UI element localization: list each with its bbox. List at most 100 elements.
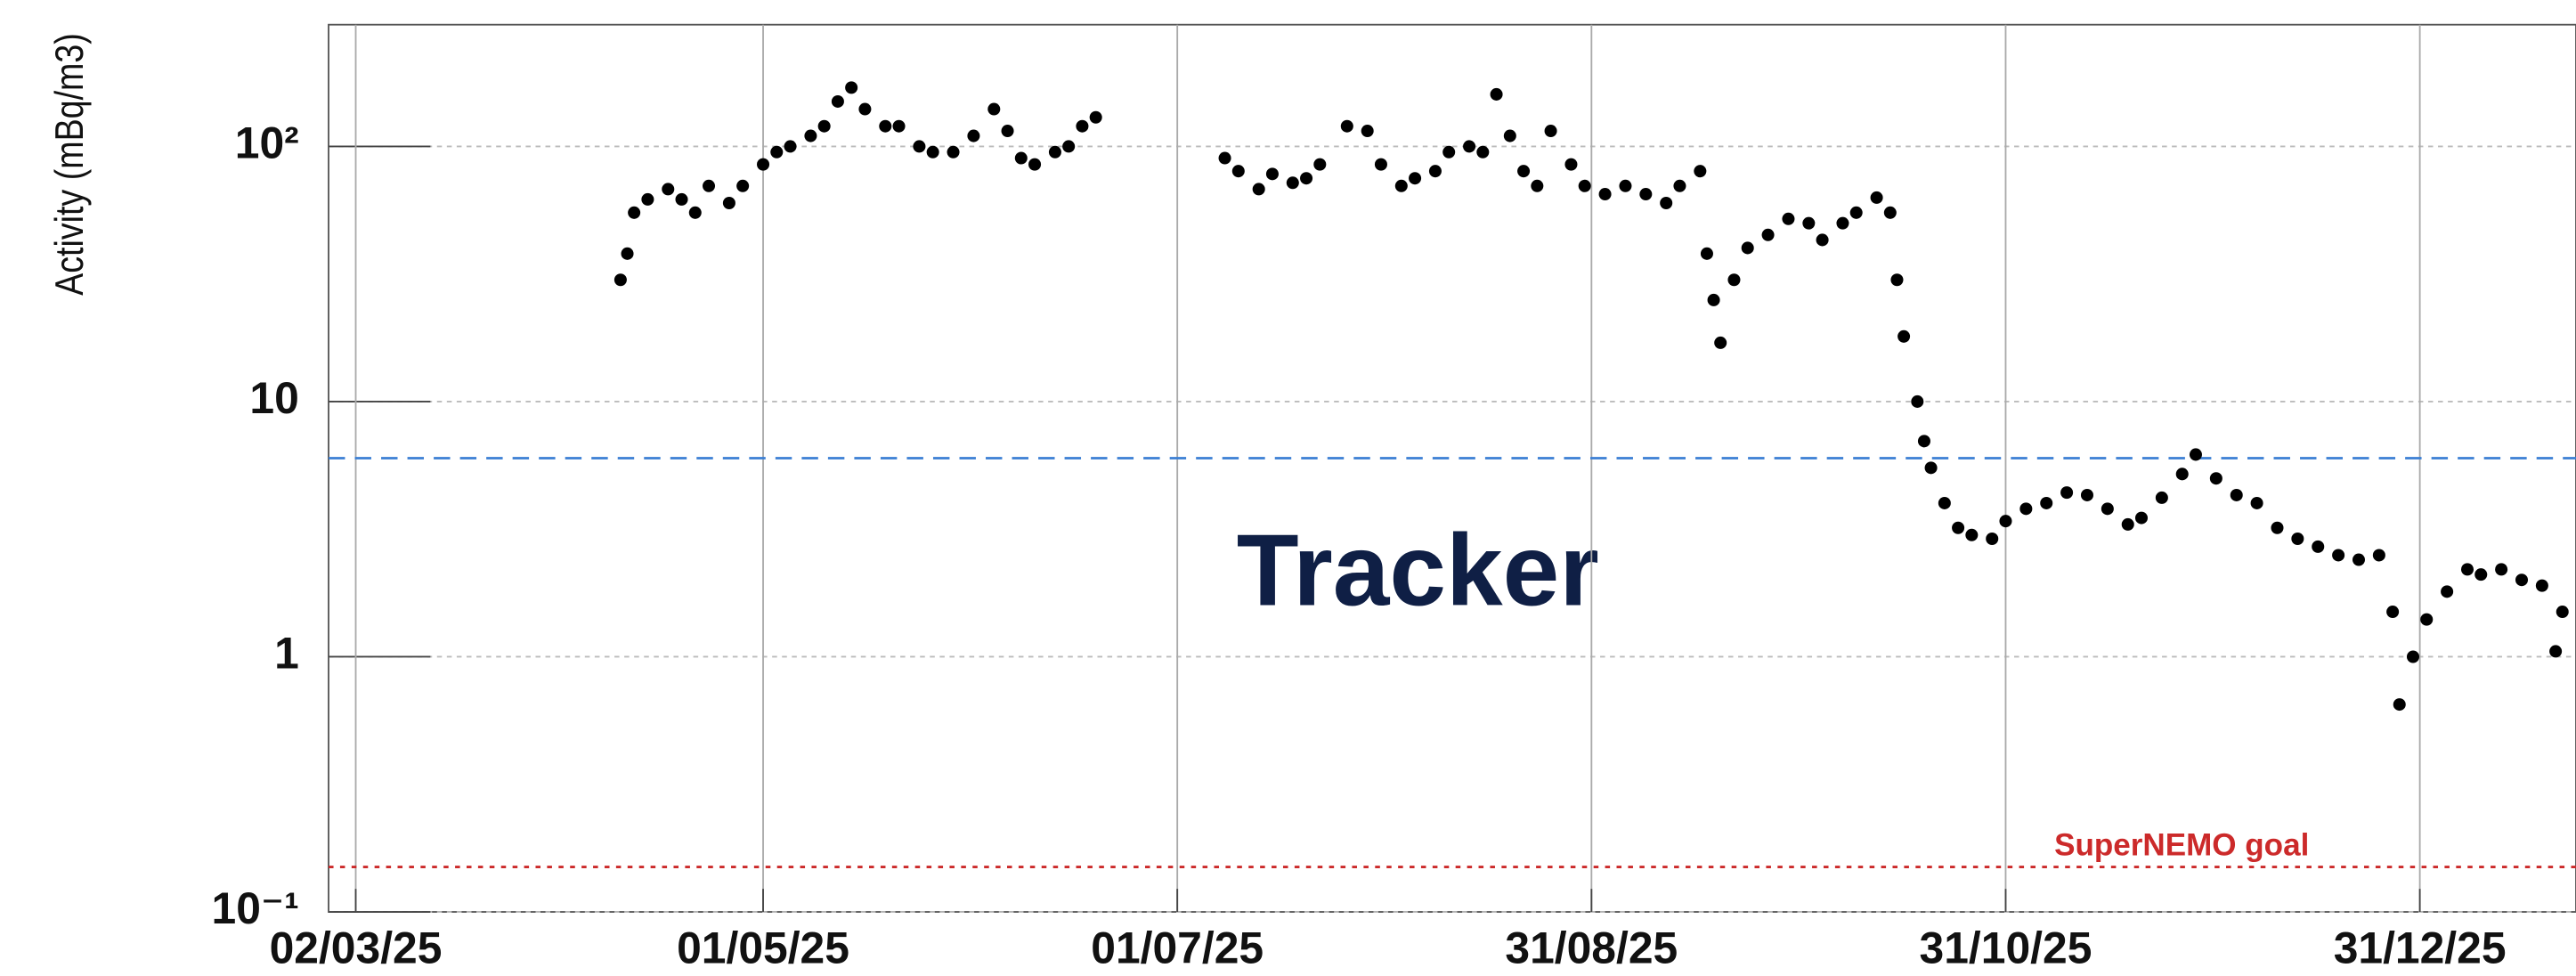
- data-point: [1374, 158, 1387, 171]
- data-point: [1883, 206, 1897, 219]
- x-tick-label: 31/10/25: [1920, 923, 2092, 972]
- y-tick-label: 10⁻¹: [212, 883, 299, 933]
- data-point: [2312, 540, 2325, 553]
- data-point: [621, 247, 634, 260]
- data-point: [1707, 293, 1720, 306]
- data-point: [845, 81, 858, 94]
- data-point: [817, 119, 831, 133]
- data-point: [1286, 176, 1299, 190]
- data-point: [614, 273, 627, 287]
- data-point: [1300, 172, 1313, 185]
- data-point: [1924, 461, 1938, 475]
- data-point: [2549, 645, 2563, 658]
- data-point: [1048, 145, 1061, 159]
- data-point: [879, 119, 892, 133]
- data-point: [2175, 468, 2189, 481]
- data-point: [1986, 532, 1999, 546]
- data-point: [2441, 585, 2454, 598]
- data-point: [1952, 521, 1965, 534]
- data-point: [2271, 521, 2284, 534]
- x-tick-label: 01/07/25: [1091, 923, 1264, 972]
- data-point: [1700, 247, 1713, 260]
- data-point: [2291, 532, 2304, 546]
- data-point: [1897, 329, 1911, 343]
- data-point: [2134, 511, 2148, 525]
- data-point: [1782, 212, 1795, 225]
- y-tick-label: 1: [274, 629, 299, 679]
- data-point: [1639, 188, 1653, 201]
- plot-frame: [328, 23, 2576, 913]
- data-point: [1014, 151, 1028, 165]
- data-point: [1911, 394, 1924, 408]
- data-point: [703, 179, 716, 192]
- data-point: [831, 94, 844, 108]
- data-point: [1531, 179, 1544, 192]
- y-tick-label: 10: [249, 373, 298, 423]
- data-point: [913, 140, 926, 153]
- data-point: [2515, 573, 2529, 587]
- data-point: [1802, 216, 1816, 230]
- data-point: [1428, 165, 1442, 178]
- data-point: [662, 183, 675, 196]
- x-tick-label: 01/05/25: [677, 923, 849, 972]
- data-point: [1442, 145, 1456, 159]
- data-point: [2372, 549, 2385, 562]
- data-point: [1313, 158, 1327, 171]
- data-point: [1598, 188, 1612, 201]
- data-point: [770, 145, 784, 159]
- data-point: [1476, 145, 1490, 159]
- data-point: [2420, 613, 2434, 626]
- annotation: Tracker: [1237, 514, 1599, 628]
- data-point: [1727, 273, 1741, 287]
- data-point: [1252, 183, 1265, 196]
- data-point: [784, 140, 797, 153]
- data-point: [2460, 563, 2474, 576]
- data-point: [2474, 568, 2488, 582]
- data-point: [1870, 191, 1883, 204]
- data-point: [987, 102, 1001, 116]
- data-point: [1917, 435, 1930, 448]
- data-point: [1564, 158, 1578, 171]
- data-point: [1062, 140, 1076, 153]
- data-point: [1714, 336, 1727, 349]
- data-point: [1503, 129, 1516, 142]
- data-point: [1089, 110, 1102, 124]
- data-point: [2080, 488, 2093, 501]
- data-point: [1361, 125, 1374, 138]
- data-point: [1218, 151, 1231, 165]
- data-point: [757, 158, 770, 171]
- y-axis-label: Activity (mBq/m3): [47, 33, 92, 296]
- data-point: [1890, 273, 1904, 287]
- data-point: [1694, 165, 1707, 178]
- data-point: [1231, 165, 1245, 178]
- data-point: [722, 196, 735, 209]
- data-point: [641, 192, 654, 206]
- data-point: [2019, 502, 2033, 516]
- data-point: [1409, 172, 1422, 185]
- data-point: [1660, 196, 1673, 209]
- data-point: [1578, 179, 1591, 192]
- data-point: [675, 192, 688, 206]
- data-point: [1741, 241, 1754, 255]
- x-tick-label: 31/08/25: [1505, 923, 1678, 972]
- data-point: [1340, 119, 1353, 133]
- data-point: [1999, 515, 2012, 528]
- data-point: [1076, 119, 1089, 133]
- data-point: [804, 129, 817, 142]
- data-point: [2386, 606, 2400, 619]
- data-point: [2230, 488, 2243, 501]
- data-point: [1761, 228, 1775, 241]
- data-point: [2155, 491, 2168, 504]
- data-point: [1490, 87, 1503, 101]
- y-tick-label: 10²: [235, 118, 299, 168]
- data-point: [1517, 165, 1531, 178]
- data-point: [947, 145, 960, 159]
- data-point: [1463, 140, 1476, 153]
- data-point: [2209, 472, 2223, 485]
- data-point: [2121, 517, 2134, 531]
- data-point: [1265, 167, 1279, 181]
- data-point: [892, 119, 906, 133]
- data-point: [1816, 233, 1829, 247]
